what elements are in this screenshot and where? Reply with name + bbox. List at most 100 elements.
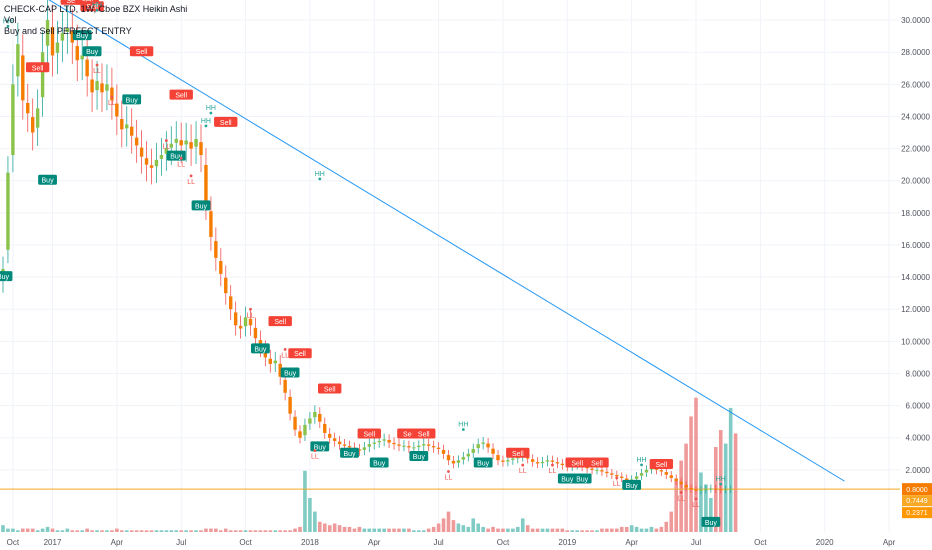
tag-label: Buy — [413, 454, 426, 461]
tag-label: Sell — [591, 460, 603, 467]
buy-tag: Buy — [280, 367, 300, 378]
ll-label: LL — [108, 100, 116, 107]
legend-title[interactable]: CHECK-CAP LTD, 1W, Cboe BZX Heikin Ashi — [4, 4, 188, 14]
y-tick-label: 22.0000 — [901, 145, 930, 154]
marker-dot — [209, 111, 213, 115]
tag-label: Sell — [136, 49, 148, 56]
legend-vol[interactable]: Vol — [4, 15, 17, 25]
volume-bar — [75, 530, 80, 532]
tag-box — [80, 1, 104, 12]
candle-body — [461, 457, 466, 460]
volume-bar — [392, 528, 396, 532]
candle-body — [328, 433, 332, 438]
volume-bar — [629, 525, 634, 532]
volume-bar — [352, 528, 357, 532]
marker-dot — [521, 463, 525, 467]
volume-bar — [570, 530, 575, 532]
candle-body — [585, 466, 589, 469]
ll-label: LL — [677, 495, 685, 502]
volume-bar — [90, 530, 94, 532]
y-tick-label: 14.0000 — [901, 273, 930, 282]
ll-label: LL — [281, 352, 289, 359]
tag-label: Buy — [195, 203, 208, 210]
candle-body — [169, 143, 173, 148]
volume-bar — [733, 433, 738, 532]
marker-dot — [249, 307, 252, 311]
candle-body — [387, 439, 391, 443]
candle-body — [441, 449, 446, 454]
candle-body — [466, 453, 470, 457]
candle-body — [496, 455, 500, 461]
sell-tag: Sell — [80, 1, 104, 12]
tag-label: Sell — [403, 432, 415, 439]
candle-body — [377, 440, 381, 443]
tag-box — [340, 447, 359, 458]
volume-bar — [357, 526, 362, 532]
volume-bar — [382, 528, 386, 532]
sell-tag: Sell — [412, 428, 436, 439]
volume-bar — [585, 530, 589, 532]
volume-bar — [649, 526, 654, 532]
x-tick-label: Oct — [754, 538, 767, 547]
hh-label: HH — [315, 171, 325, 178]
candle-body — [620, 476, 624, 478]
volume-bar — [129, 530, 134, 532]
volume-bar — [417, 530, 421, 532]
candle-body — [21, 55, 25, 101]
tag-label: Buy — [42, 178, 55, 185]
candle-body — [471, 448, 475, 453]
tag-label: Buy — [126, 97, 139, 104]
marker-dot — [694, 497, 698, 501]
candle-body — [26, 102, 30, 114]
tag-box — [280, 367, 300, 378]
candle-body — [70, 30, 74, 43]
buy-tag: Buy — [473, 457, 493, 468]
volume-bar — [560, 528, 565, 532]
candle-body — [120, 119, 124, 130]
candle-body — [273, 360, 277, 364]
buy-tag: Buy — [409, 451, 429, 462]
volume-bar — [540, 528, 545, 532]
buy-tag: Buy — [72, 30, 92, 41]
volume-bars — [1, 397, 738, 532]
tag-label: Sell — [418, 432, 430, 439]
volume-bar — [100, 530, 104, 532]
volume-bar — [214, 528, 218, 532]
volume-bar — [55, 530, 60, 532]
volume-bar — [313, 511, 317, 532]
candle-body — [347, 446, 352, 448]
volume-bar — [530, 528, 535, 532]
candle-body — [174, 138, 178, 143]
ll-label: LL — [162, 144, 170, 151]
tag-label: Buy — [170, 154, 183, 161]
volume-bar — [209, 528, 213, 532]
volume-bar — [184, 530, 188, 532]
candle-body — [263, 349, 268, 358]
candle-body — [278, 363, 282, 377]
legend-indicator[interactable]: Buy and Sell PERFECT ENTRY — [4, 26, 132, 36]
volume-bar — [506, 528, 510, 532]
volume-bar — [1, 525, 5, 532]
volume-bar — [70, 530, 75, 532]
candle-body — [605, 471, 609, 474]
volume-bar — [615, 528, 619, 532]
volume-bar — [189, 530, 193, 532]
candle-body — [694, 489, 698, 491]
candle-body — [144, 158, 149, 165]
volume-bar — [511, 528, 515, 532]
candle-body — [11, 84, 15, 156]
price-tag-2 — [902, 495, 932, 507]
y-tick-label: 12.0000 — [901, 305, 930, 314]
volume-bar — [11, 528, 15, 532]
candle-body — [303, 424, 307, 436]
tag-box — [0, 271, 13, 282]
marker-dot — [204, 124, 208, 128]
volume-bar — [387, 528, 391, 532]
volume-bar — [248, 530, 253, 532]
volume-bar — [520, 518, 525, 532]
annotations: BuySellBuySellBuySellBuySellBuySellSellB… — [0, 0, 726, 527]
tag-label: Sell — [220, 120, 232, 127]
legend: CHECK-CAP LTD, 1W, Cboe BZX Heikin Ashi … — [4, 4, 187, 37]
candle-body — [35, 108, 40, 128]
volume-bar — [347, 526, 352, 532]
